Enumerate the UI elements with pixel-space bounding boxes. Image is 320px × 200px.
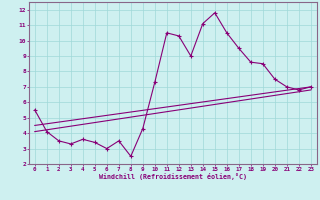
X-axis label: Windchill (Refroidissement éolien,°C): Windchill (Refroidissement éolien,°C) xyxy=(99,173,247,180)
